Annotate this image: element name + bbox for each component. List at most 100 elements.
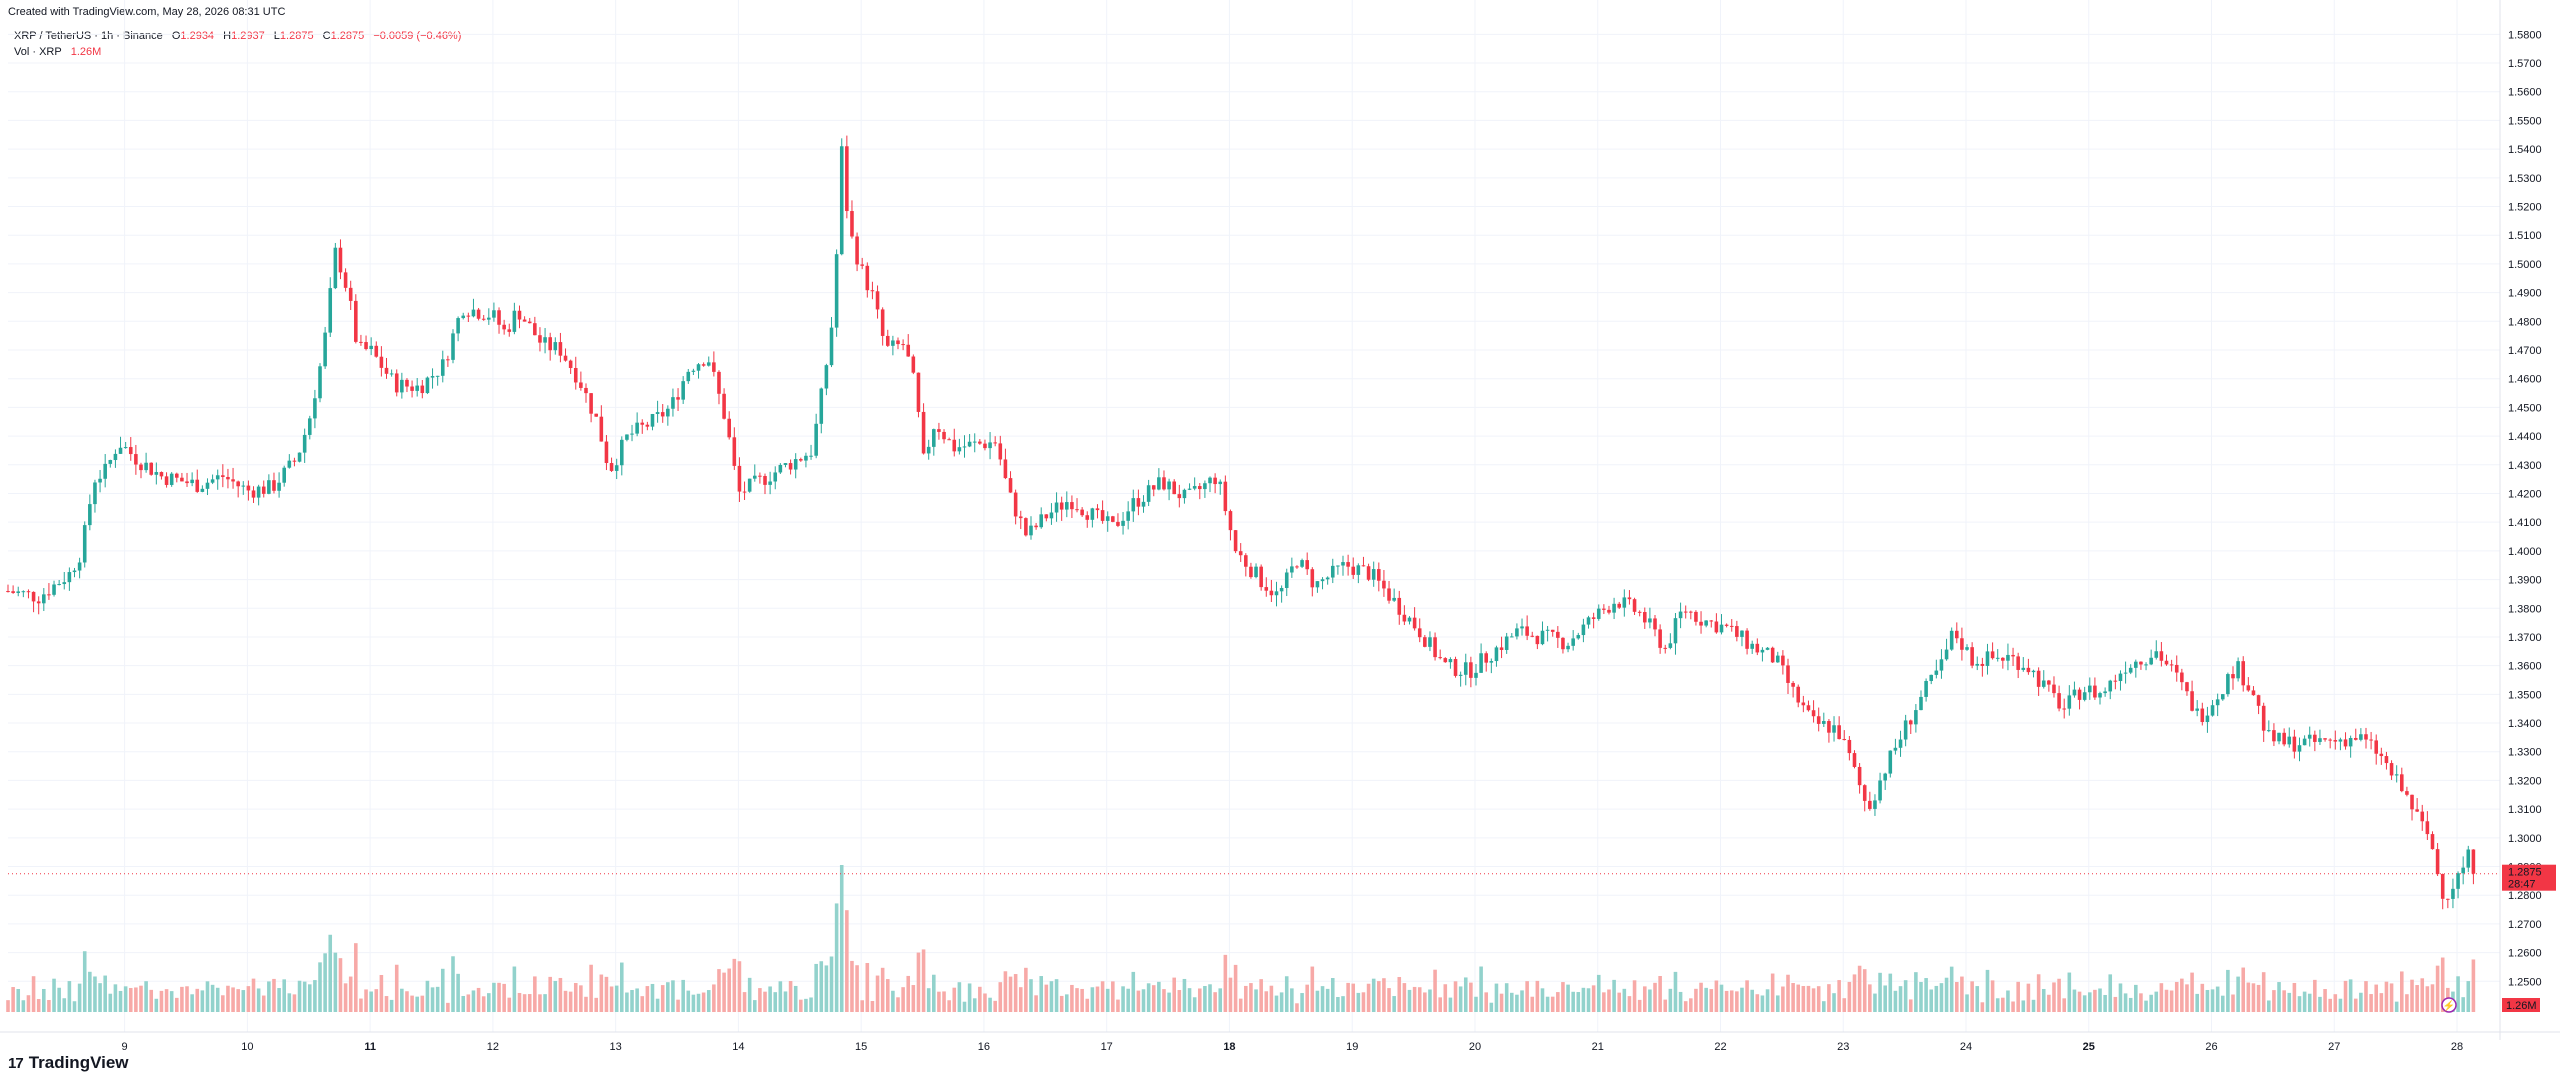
candle-body [824,365,829,389]
volume-bar [195,988,200,1012]
candle-body [1740,630,1744,637]
candle-body [1571,638,1575,646]
candle-body [2307,734,2312,739]
candle-body [2190,691,2194,711]
grid-lines [8,0,2500,1032]
volume-bar [2246,982,2251,1012]
candle-body [1903,720,1908,740]
candle-body [502,324,506,330]
volume-bar [1919,981,1923,1012]
volume-bar [1100,981,1105,1012]
volume-bar [1602,992,1606,1012]
volume-bar [1192,997,1197,1012]
volume-bar [2394,1001,2399,1012]
volume-bar [2200,983,2205,1012]
candle-body [241,485,246,487]
volume-bar [1249,983,1253,1012]
candle-body [451,333,455,360]
candle-body [1499,647,1504,650]
volume-bar [502,983,506,1012]
volume-bar [1371,978,1376,1012]
volume-bar [778,981,783,1012]
volume-bar [2282,990,2286,1012]
candle-body [190,479,194,484]
volume-bar [251,978,256,1012]
volume-bar [880,967,885,1012]
volume-bar [911,985,916,1012]
volume-bar [2082,995,2087,1012]
volume-bar [645,986,650,1012]
volume-bar [369,991,373,1012]
candle-body [1233,530,1238,552]
legend-symbol[interactable]: XRP / TetherUS · 1h · Binance [14,30,163,42]
lightning-icon[interactable]: ⚡ [2441,997,2457,1013]
volume-bar [1274,995,1279,1012]
volume-bar [891,990,895,1012]
candle-body [1520,626,1524,629]
volume-bar [389,999,394,1012]
candle-body [1898,739,1903,748]
candle-body [42,594,46,604]
candle-body [307,418,312,435]
volume-bar [1402,983,1407,1012]
price-tick-label: 1.5500 [2508,115,2542,127]
candle-body [538,335,542,343]
volume-bar [2154,991,2159,1012]
volume-bar [1392,996,1396,1012]
candle-body [21,591,26,593]
volume-bar [666,982,670,1012]
volume-bar [2272,990,2276,1012]
volume-bar [62,998,67,1012]
volume-bar [1080,988,1084,1012]
candle-body [1596,608,1601,619]
volume-bar [241,990,246,1012]
candle-body [267,480,271,494]
candle-body [2251,690,2256,696]
candle-body [195,479,200,492]
candle-body [568,360,573,369]
candle-body [942,431,946,440]
candle-body [1955,630,1959,639]
candle-body [1735,626,1739,637]
candle-body [415,385,419,391]
time-axis[interactable]: 9 10 11 12 13 14 15 16 17 18 19 20 21 22 23 24 25 26 27 28 [0,1031,2560,1053]
volume-bar [573,983,578,1012]
candle-body [410,386,414,391]
candle-body [558,342,563,356]
volume-bar [159,990,164,1012]
price-axis[interactable]: 1.5800 1.5700 1.5600 1.5500 1.5400 1.5300 1.52… [2499,0,2542,1040]
volume-bar [16,989,21,1012]
volume-bar [318,962,322,1012]
volume-bar [1791,983,1795,1012]
volume-bar [2036,974,2041,1012]
tradingview-brand[interactable]: 17 TradingView [8,1053,129,1073]
volume-bar [722,972,726,1012]
candle-body [323,332,327,367]
candle-body [292,460,297,462]
candle-body [1474,672,1478,678]
candle-body [1330,565,1335,578]
volume-bar [1571,991,1575,1012]
volume-bar [1366,983,1371,1012]
volume-bar [1095,986,1100,1012]
candle-body [169,473,174,485]
volume-bar [1822,1001,1826,1012]
volume-bar [2287,992,2292,1012]
candle-body [875,291,880,310]
volume-bar [466,994,471,1012]
volume-bar [2313,979,2317,1012]
volume-bar [1208,984,1212,1012]
candle-body [2195,708,2199,711]
candle-body [456,318,460,334]
candle-body [819,388,824,424]
candle-body [978,441,982,444]
price-tick-label: 1.3300 [2508,747,2542,759]
legend-volume-label[interactable]: Vol · XRP [14,46,62,58]
volume-bar [1770,973,1775,1012]
volume-bar [640,996,645,1012]
candle-body [1228,511,1233,531]
candle-body [1141,501,1146,507]
candle-body [1223,481,1228,512]
price-tick-label: 1.5200 [2508,202,2542,214]
